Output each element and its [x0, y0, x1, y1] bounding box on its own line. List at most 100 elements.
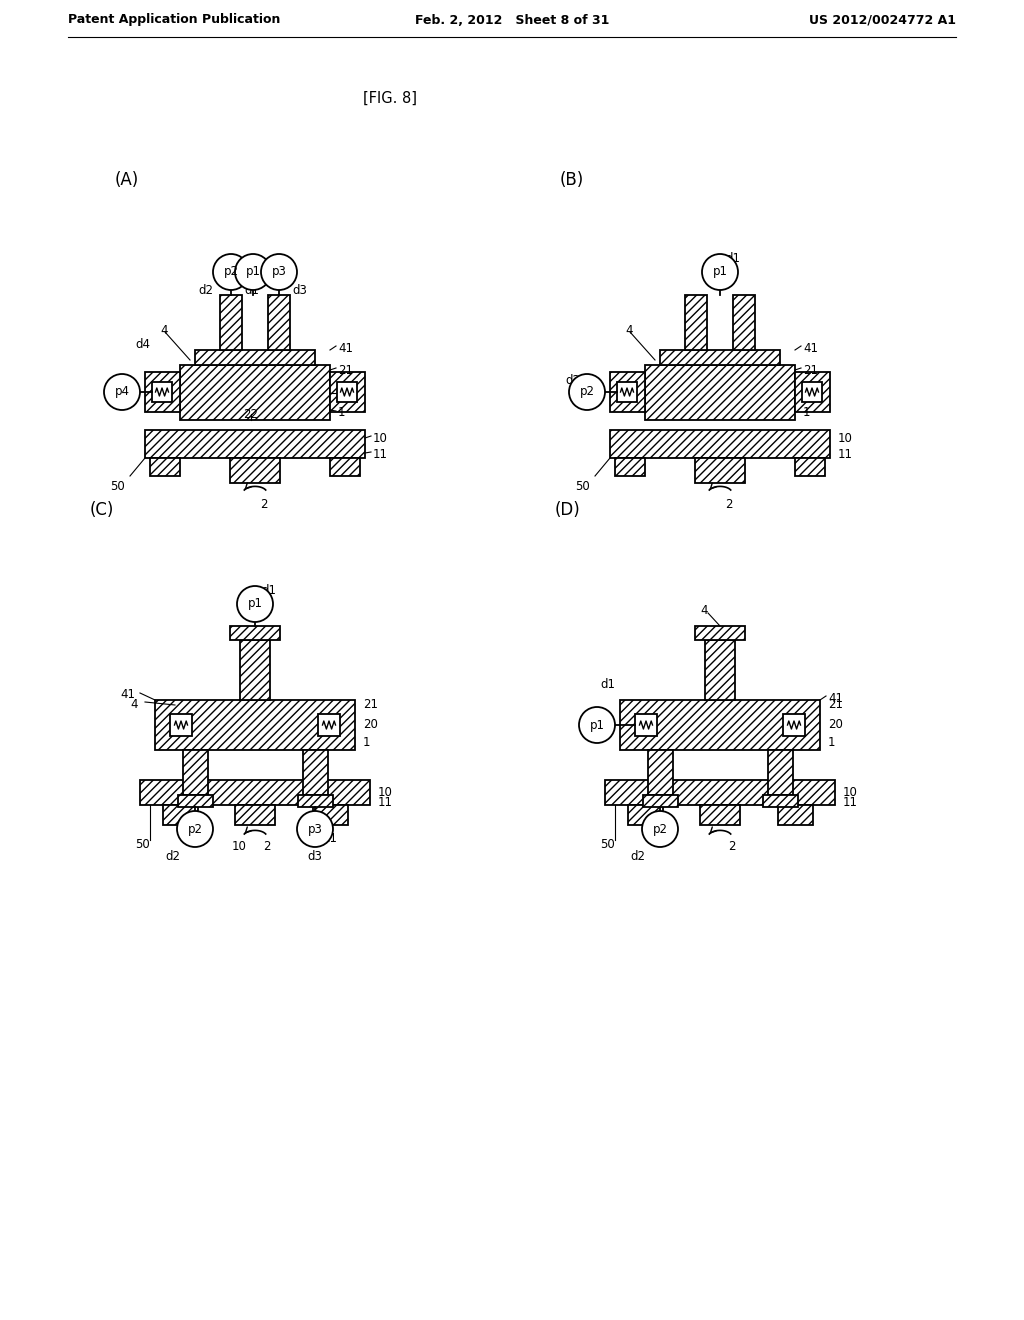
Bar — [610, 430, 830, 458]
Bar — [645, 366, 795, 420]
Text: d3: d3 — [307, 850, 322, 863]
Bar — [170, 714, 193, 737]
Bar — [615, 458, 645, 477]
Text: 41: 41 — [338, 342, 353, 355]
Text: d2: d2 — [198, 284, 213, 297]
Bar — [318, 714, 340, 737]
Text: d2: d2 — [630, 850, 645, 863]
Text: 20: 20 — [828, 718, 843, 731]
Bar — [660, 350, 780, 366]
Bar — [163, 805, 198, 825]
Text: d1: d1 — [244, 284, 259, 297]
Circle shape — [104, 374, 140, 411]
Text: 21: 21 — [803, 363, 818, 376]
Text: (D): (D) — [555, 502, 581, 519]
Bar — [763, 795, 798, 807]
Text: Patent Application Publication: Patent Application Publication — [68, 13, 281, 26]
Bar — [240, 640, 270, 700]
Bar — [610, 372, 645, 412]
Bar — [180, 366, 330, 420]
Text: 20: 20 — [362, 718, 378, 731]
Text: 50: 50 — [135, 838, 150, 851]
Text: (B): (B) — [560, 172, 585, 189]
Bar — [234, 805, 275, 825]
Bar — [648, 750, 673, 795]
Bar — [628, 805, 663, 825]
Bar — [298, 795, 333, 807]
Text: Feb. 2, 2012   Sheet 8 of 31: Feb. 2, 2012 Sheet 8 of 31 — [415, 13, 609, 26]
Bar — [145, 430, 365, 458]
Bar — [685, 294, 707, 350]
Text: 22: 22 — [243, 408, 258, 421]
Text: 2: 2 — [263, 841, 270, 854]
Text: 10: 10 — [373, 432, 388, 445]
Bar — [140, 780, 370, 805]
Bar — [705, 640, 735, 700]
Circle shape — [177, 810, 213, 847]
Text: 2: 2 — [725, 499, 732, 511]
Text: 2: 2 — [260, 499, 267, 511]
Bar — [617, 381, 637, 403]
Text: 20: 20 — [338, 387, 353, 400]
Text: 50: 50 — [110, 479, 125, 492]
Text: 4: 4 — [700, 605, 708, 618]
Bar — [330, 458, 360, 477]
Text: 4: 4 — [625, 323, 633, 337]
Text: 41: 41 — [120, 689, 135, 701]
Text: p4: p4 — [115, 385, 129, 399]
Text: 1: 1 — [803, 405, 811, 418]
Bar — [183, 750, 208, 795]
Text: 20: 20 — [803, 387, 818, 400]
Text: 41: 41 — [828, 692, 843, 705]
Text: 1: 1 — [338, 405, 345, 418]
Text: US 2012/0024772 A1: US 2012/0024772 A1 — [809, 13, 956, 26]
Bar — [700, 805, 740, 825]
Bar — [195, 350, 315, 366]
Circle shape — [642, 810, 678, 847]
Text: 50: 50 — [600, 838, 614, 851]
Text: p3: p3 — [307, 822, 323, 836]
Circle shape — [237, 586, 273, 622]
Text: p1: p1 — [590, 718, 604, 731]
Text: 41: 41 — [803, 342, 818, 355]
Text: 4: 4 — [130, 698, 137, 711]
Bar — [152, 381, 172, 403]
Text: d1: d1 — [600, 678, 615, 692]
Bar — [795, 372, 830, 412]
Bar — [178, 795, 213, 807]
Text: 11: 11 — [838, 447, 853, 461]
Bar — [802, 381, 822, 403]
Text: d1: d1 — [725, 252, 740, 265]
Bar — [313, 805, 348, 825]
Circle shape — [702, 253, 738, 290]
Bar — [150, 458, 180, 477]
Text: 1: 1 — [362, 735, 371, 748]
Circle shape — [579, 708, 615, 743]
Circle shape — [234, 253, 271, 290]
Text: d1: d1 — [261, 583, 276, 597]
Text: 11: 11 — [843, 796, 858, 809]
Bar — [337, 381, 357, 403]
Circle shape — [213, 253, 249, 290]
Bar — [695, 626, 745, 640]
Text: p2: p2 — [580, 385, 595, 399]
Text: 21: 21 — [828, 698, 843, 711]
Text: 10: 10 — [843, 787, 858, 800]
Text: 2: 2 — [728, 841, 735, 854]
Text: d2: d2 — [565, 374, 580, 387]
Bar — [330, 372, 365, 412]
Bar — [733, 294, 755, 350]
Text: 4: 4 — [160, 323, 168, 337]
Text: 21: 21 — [362, 698, 378, 711]
Text: 21: 21 — [338, 363, 353, 376]
Bar — [620, 700, 820, 750]
Text: 11: 11 — [373, 447, 388, 461]
Circle shape — [297, 810, 333, 847]
Text: d2: d2 — [165, 850, 180, 863]
Text: p1: p1 — [246, 265, 260, 279]
Text: d4: d4 — [135, 338, 150, 351]
Text: p3: p3 — [271, 265, 287, 279]
Bar — [783, 714, 805, 737]
Bar — [220, 294, 242, 350]
Text: p2: p2 — [223, 265, 239, 279]
